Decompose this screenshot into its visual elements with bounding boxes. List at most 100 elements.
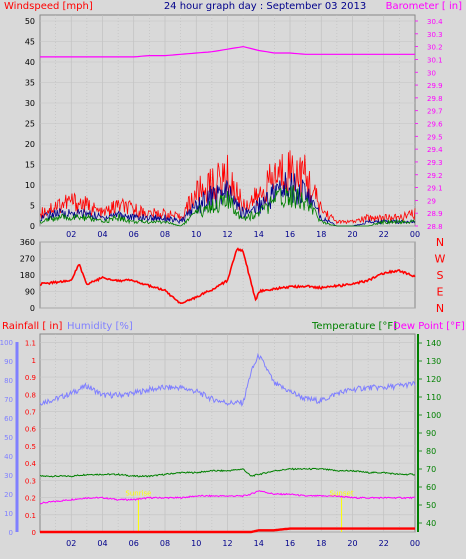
x-tick-label: 06 [129, 539, 139, 548]
dew-axis-label: Dew Point [°F] [393, 321, 465, 332]
rain-y-tick: 0.9 [25, 374, 36, 382]
wind-y-tick: 40 [25, 58, 35, 67]
rain-axis-label: Rainfall [ in] [2, 321, 63, 332]
compass-label: W [435, 253, 446, 266]
temp-y-tick: 80 [426, 447, 436, 456]
baro-axis-label: Barometer [ in] [386, 1, 462, 12]
baro-y-tick: 30.2 [427, 44, 443, 52]
series-wind-direction [39, 247, 416, 305]
x-tick-label: 10 [191, 230, 201, 239]
rain-y-tick: 0.1 [25, 512, 36, 520]
rain-y-tick: 0.5 [25, 443, 36, 451]
x-tick-label: 08 [160, 230, 170, 239]
wind-y-tick: 50 [25, 17, 35, 26]
humidity-y-tick: 70 [4, 396, 13, 404]
temp-y-tick: 40 [426, 519, 436, 528]
wind-axis-label: Windspeed [mph] [4, 1, 93, 12]
baro-y-tick: 28.8 [427, 223, 443, 231]
x-tick-label: 22 [379, 230, 389, 239]
compass-label: N [436, 236, 444, 249]
x-tick-label: 16 [285, 539, 295, 548]
x-tick-label: 08 [160, 539, 170, 548]
temp-y-tick: 90 [426, 429, 436, 438]
baro-y-tick: 30.4 [427, 18, 443, 26]
wind-y-tick: 10 [25, 181, 35, 190]
sun-annotation: Sunset [330, 490, 354, 498]
rain-y-tick: 0.3 [25, 477, 36, 485]
dir-y-tick: 270 [20, 255, 35, 264]
series-humidity [39, 352, 416, 407]
baro-y-tick: 29.1 [427, 185, 443, 193]
temp-y-tick: 100 [426, 411, 441, 420]
x-tick-label: 22 [379, 539, 389, 548]
baro-y-tick: 30.3 [427, 31, 443, 39]
wind-y-tick: 0 [30, 222, 35, 231]
x-tick-label: 12 [222, 230, 232, 239]
rain-y-tick: 1.1 [25, 340, 36, 348]
x-tick-label: 20 [347, 230, 357, 239]
rain-y-tick: 0.2 [25, 495, 36, 503]
humidity-y-tick: 100 [0, 339, 13, 347]
rain-y-tick: 1 [32, 357, 36, 365]
temp-axis-label: Temperature [°F] [311, 321, 397, 332]
baro-y-tick: 29.3 [427, 159, 443, 167]
series-rainfall [40, 527, 415, 534]
graph-title: 24 hour graph day : September 03 2013 [164, 1, 366, 12]
dir-y-tick: 360 [20, 238, 35, 247]
baro-y-tick: 29.6 [427, 121, 443, 129]
humidity-y-tick: 0 [9, 529, 13, 537]
humidity-y-tick: 90 [4, 358, 13, 366]
humidity-y-tick: 80 [4, 377, 13, 385]
temp-y-tick: 70 [426, 465, 436, 474]
humidity-y-tick: 40 [4, 453, 13, 461]
wind-y-tick: 35 [25, 79, 35, 88]
humidity-y-tick: 10 [4, 510, 13, 518]
x-tick-label: 02 [66, 230, 76, 239]
baro-y-tick: 29.8 [427, 95, 443, 103]
baro-y-tick: 28.9 [427, 210, 443, 218]
wind-y-tick: 45 [25, 38, 35, 47]
x-tick-label: 02 [66, 539, 76, 548]
x-tick-label: 12 [222, 539, 232, 548]
humidity-y-tick: 30 [4, 472, 13, 480]
wind-y-tick: 15 [25, 161, 35, 170]
rain-y-tick: 0 [32, 529, 36, 537]
x-tick-label: 20 [347, 539, 357, 548]
x-tick-label: 16 [285, 230, 295, 239]
series-wind [39, 185, 416, 227]
baro-y-tick: 29.2 [427, 172, 443, 180]
baro-y-tick: 29.4 [427, 146, 443, 154]
rain-y-tick: 0.8 [25, 391, 36, 399]
sun-annotation: Sunrise [125, 490, 151, 498]
x-tick-label: 14 [254, 230, 264, 239]
rain-y-tick: 0.7 [25, 408, 36, 416]
x-tick-label: 10 [191, 539, 201, 548]
x-tick-label: 04 [97, 539, 107, 548]
temp-y-tick: 130 [426, 357, 441, 366]
humidity-y-tick: 20 [4, 491, 13, 499]
humidity-y-tick: 60 [4, 415, 13, 423]
x-tick-label: 04 [97, 230, 107, 239]
baro-y-tick: 29.9 [427, 82, 443, 90]
x-tick-label: 14 [254, 539, 264, 548]
x-tick-label: 06 [129, 230, 139, 239]
series-dew-point [39, 490, 416, 505]
baro-y-tick: 29 [427, 197, 436, 205]
series-barometer [40, 45, 415, 58]
wind-y-tick: 30 [25, 99, 35, 108]
x-tick-label: 18 [316, 230, 326, 239]
baro-y-tick: 29.7 [427, 108, 443, 116]
temp-y-tick: 120 [426, 375, 441, 384]
dir-y-tick: 180 [20, 271, 35, 280]
baro-y-tick: 30.1 [427, 56, 443, 64]
baro-y-tick: 29.5 [427, 133, 443, 141]
rain-y-tick: 0.6 [25, 426, 37, 434]
dir-y-tick: 0 [30, 304, 35, 313]
temp-y-tick: 60 [426, 483, 436, 492]
series-gust [39, 150, 416, 225]
compass-label: S [437, 269, 444, 282]
wind-y-tick: 25 [25, 120, 35, 129]
dir-y-tick: 90 [25, 288, 35, 297]
